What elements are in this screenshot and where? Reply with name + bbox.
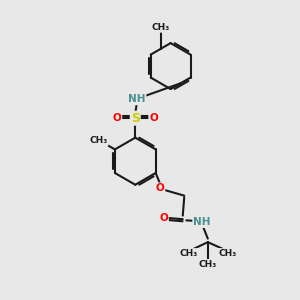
Text: O: O xyxy=(156,183,164,193)
Text: CH₃: CH₃ xyxy=(89,136,108,146)
Text: CH₃: CH₃ xyxy=(152,23,170,32)
Text: NH: NH xyxy=(193,217,211,227)
Text: CH₃: CH₃ xyxy=(199,260,217,269)
Text: O: O xyxy=(159,213,168,223)
Text: CH₃: CH₃ xyxy=(179,249,198,258)
Text: NH: NH xyxy=(128,94,146,104)
Text: S: S xyxy=(131,112,140,125)
Text: CH₃: CH₃ xyxy=(219,249,237,258)
Text: O: O xyxy=(112,113,122,123)
Text: O: O xyxy=(149,113,158,123)
